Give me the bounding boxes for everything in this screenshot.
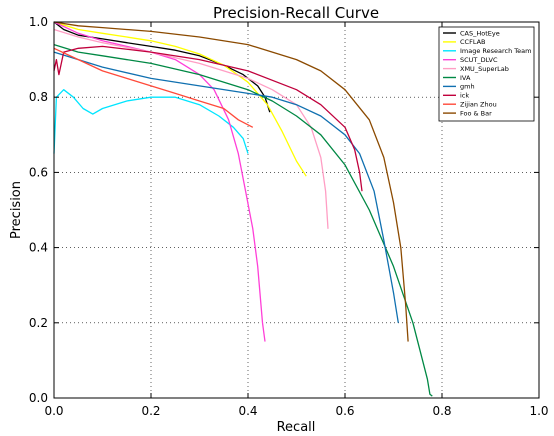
series-line-xmu-superlab — [53, 28, 329, 229]
legend-label-zijian-zhou: Zijian Zhou — [460, 101, 497, 109]
series-line-iva — [53, 43, 433, 397]
series-line-zijian-zhou — [53, 47, 254, 128]
legend-label-ick: ick — [460, 92, 469, 100]
x-tick-label: 0.4 — [238, 404, 257, 418]
x-tick-label: 1.0 — [529, 404, 548, 418]
series-lines — [53, 21, 433, 397]
y-tick-label: 0.8 — [29, 90, 48, 104]
legend-label-image-research-team: Image Research Team — [460, 47, 531, 55]
series-line-foo-bar — [53, 21, 409, 342]
series-line-gmh — [53, 51, 399, 323]
chart-title: Precision-Recall Curve — [213, 4, 379, 22]
legend-label-cas-hoteye: CAS_HotEye — [460, 29, 500, 37]
y-tick-label: 0.0 — [29, 391, 48, 405]
y-axis-label: Precision — [9, 181, 24, 239]
axis-ticks: 0.0 0.2 0.4 0.6 0.8 1.0 0.0 0.2 0.4 0.6 0.8 1.0 — [29, 15, 549, 418]
series-line-scut-dlvc — [53, 21, 266, 342]
legend-box — [438, 26, 535, 122]
series-line-image-research-team — [53, 89, 249, 154]
y-tick-label: 1.0 — [29, 15, 48, 29]
legend-label-ccflab: CCFLAB — [460, 38, 486, 46]
y-tick-label: 0.4 — [29, 241, 48, 255]
y-tick-label: 0.2 — [29, 316, 48, 330]
x-tick-label: 0.2 — [141, 404, 160, 418]
x-tick-label: 0.6 — [335, 404, 354, 418]
y-tick-label: 0.6 — [29, 165, 48, 179]
legend-label-foo-bar: Foo & Bar — [460, 109, 492, 117]
x-tick-label: 0.8 — [432, 404, 451, 418]
x-axis-label: Recall — [277, 420, 316, 435]
plot-frame — [53, 21, 540, 399]
legend-label-xmu-superlab: XMU_SuperLab — [460, 65, 509, 73]
legend-label-iva: IVA — [460, 74, 471, 82]
x-tick-label: 0.0 — [44, 404, 63, 418]
legend-label-gmh: gmh — [460, 83, 475, 91]
series-line-ick — [53, 45, 363, 192]
series-line-ccflab — [53, 21, 307, 177]
legend-label-scut-dlvc: SCUT_DLVC — [460, 56, 498, 64]
